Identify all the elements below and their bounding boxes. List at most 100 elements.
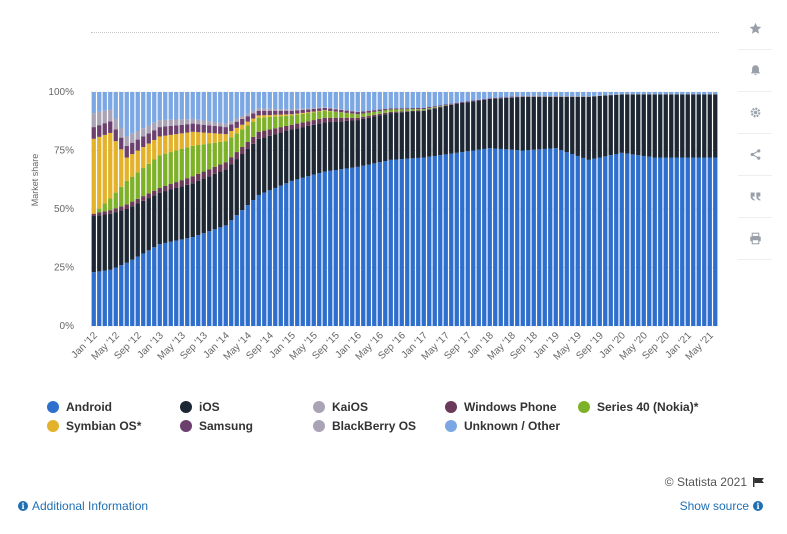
bar-segment[interactable]: [229, 121, 234, 125]
bar-segment[interactable]: [542, 96, 547, 97]
bar-segment[interactable]: [339, 117, 344, 122]
bar-segment[interactable]: [240, 118, 245, 125]
bar-segment[interactable]: [168, 119, 173, 126]
bar-segment[interactable]: [482, 99, 487, 100]
bar-segment[interactable]: [295, 179, 300, 326]
bar-segment[interactable]: [273, 114, 278, 117]
bar-segment[interactable]: [603, 92, 608, 96]
bar-segment[interactable]: [405, 111, 410, 112]
bar-segment[interactable]: [295, 92, 300, 110]
bookmark-button[interactable]: [738, 8, 772, 50]
bar-segment[interactable]: [289, 109, 294, 111]
bar-segment[interactable]: [152, 130, 157, 140]
bar-segment[interactable]: [190, 183, 195, 238]
bar-segment[interactable]: [284, 125, 289, 131]
bar-segment[interactable]: [597, 157, 602, 326]
bar-segment[interactable]: [190, 145, 195, 177]
bar-segment[interactable]: [322, 107, 327, 108]
bar-segment[interactable]: [174, 125, 179, 135]
bar-segment[interactable]: [218, 171, 223, 228]
bar-segment[interactable]: [537, 92, 542, 96]
bar-segment[interactable]: [174, 150, 179, 183]
bar-segment[interactable]: [350, 117, 355, 121]
bar-segment[interactable]: [531, 96, 536, 97]
bar-segment[interactable]: [295, 109, 300, 111]
bar-segment[interactable]: [240, 129, 245, 147]
bar-segment[interactable]: [465, 151, 470, 326]
bar-segment[interactable]: [691, 92, 696, 95]
bar-segment[interactable]: [372, 114, 377, 117]
bar-segment[interactable]: [179, 239, 184, 326]
bar-segment[interactable]: [476, 100, 481, 150]
bar-segment[interactable]: [355, 117, 360, 121]
bar-segment[interactable]: [141, 168, 146, 197]
bar-segment[interactable]: [465, 92, 470, 102]
bar-segment[interactable]: [663, 94, 668, 158]
bar-segment[interactable]: [383, 108, 388, 111]
bar-segment[interactable]: [185, 147, 190, 179]
bar-segment[interactable]: [179, 148, 184, 181]
bar-segment[interactable]: [124, 262, 129, 326]
bar-segment[interactable]: [311, 120, 316, 125]
bar-segment[interactable]: [119, 206, 124, 211]
bar-segment[interactable]: [509, 149, 514, 326]
bar-segment[interactable]: [427, 108, 432, 110]
bar-segment[interactable]: [460, 102, 465, 103]
bar-segment[interactable]: [306, 109, 311, 113]
bar-segment[interactable]: [262, 192, 267, 326]
bar-segment[interactable]: [251, 121, 256, 137]
bar-segment[interactable]: [449, 92, 454, 104]
bar-segment[interactable]: [234, 92, 239, 119]
bar-segment[interactable]: [185, 92, 190, 120]
bar-segment[interactable]: [515, 97, 520, 151]
bar-segment[interactable]: [625, 92, 630, 95]
bar-segment[interactable]: [168, 189, 173, 242]
bar-segment[interactable]: [130, 154, 135, 177]
bar-segment[interactable]: [146, 193, 151, 199]
bar-segment[interactable]: [586, 159, 591, 326]
bar-segment[interactable]: [190, 92, 195, 119]
bar-segment[interactable]: [471, 101, 476, 151]
bar-segment[interactable]: [619, 94, 624, 153]
bar-segment[interactable]: [328, 107, 333, 109]
bar-segment[interactable]: [548, 148, 553, 326]
bar-segment[interactable]: [185, 124, 190, 133]
bar-segment[interactable]: [691, 157, 696, 326]
bar-segment[interactable]: [245, 125, 250, 142]
bar-segment[interactable]: [113, 267, 118, 327]
bar-segment[interactable]: [482, 99, 487, 149]
bar-segment[interactable]: [174, 187, 179, 241]
bar-segment[interactable]: [119, 265, 124, 326]
bar-segment[interactable]: [245, 116, 250, 122]
bar-segment[interactable]: [603, 156, 608, 326]
bar-segment[interactable]: [322, 110, 327, 118]
bar-segment[interactable]: [289, 110, 294, 115]
bar-segment[interactable]: [366, 110, 371, 113]
bar-segment[interactable]: [113, 92, 118, 119]
bar-segment[interactable]: [443, 92, 448, 105]
bar-segment[interactable]: [476, 149, 481, 326]
bar-segment[interactable]: [685, 94, 690, 158]
bar-segment[interactable]: [135, 172, 140, 199]
bar-segment[interactable]: [295, 113, 300, 115]
bar-segment[interactable]: [201, 178, 206, 234]
bar-segment[interactable]: [146, 163, 151, 194]
bar-segment[interactable]: [713, 94, 718, 158]
bar-segment[interactable]: [317, 92, 322, 108]
bar-segment[interactable]: [636, 155, 641, 326]
bar-segment[interactable]: [278, 185, 283, 326]
bar-segment[interactable]: [141, 128, 146, 137]
bar-segment[interactable]: [168, 184, 173, 190]
legend-item[interactable]: Samsung: [180, 419, 253, 433]
legend-item[interactable]: Unknown / Other: [445, 419, 560, 433]
bar-segment[interactable]: [416, 92, 421, 108]
bar-segment[interactable]: [652, 157, 657, 326]
bar-segment[interactable]: [614, 92, 619, 95]
bar-segment[interactable]: [317, 110, 322, 112]
bar-segment[interactable]: [97, 208, 102, 213]
bar-segment[interactable]: [306, 92, 311, 109]
bar-segment[interactable]: [383, 112, 388, 115]
bar-segment[interactable]: [339, 92, 344, 110]
bar-segment[interactable]: [207, 176, 212, 232]
bar-segment[interactable]: [284, 131, 289, 184]
